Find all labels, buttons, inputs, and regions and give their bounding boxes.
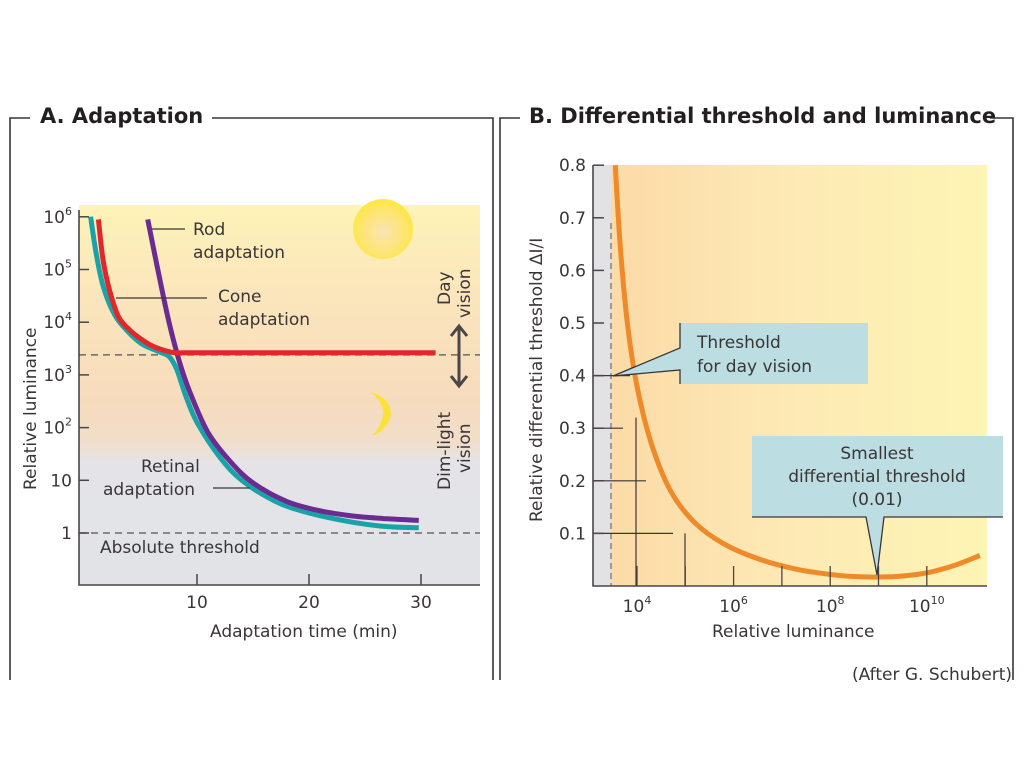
- cone-label-line-2: adaptation: [218, 310, 310, 330]
- panel-a-frame: [9, 117, 494, 680]
- y-tick-label: 0.8: [559, 156, 586, 176]
- callout-line-1: Smallest: [840, 444, 914, 464]
- label-retinal-adaptation: Retinal adaptation: [103, 457, 250, 500]
- y-tick-label: 1: [61, 524, 72, 544]
- day-vision-line-1: Day: [435, 271, 455, 305]
- callout-smallest-threshold: Smallest differential threshold (0.01): [752, 436, 1003, 576]
- y-axis: [78, 210, 480, 586]
- x-tick-label: 104: [623, 594, 652, 617]
- y-tick-label: 0.5: [559, 314, 586, 334]
- y-tick-label: 102: [43, 416, 72, 439]
- panel-a-title: A. Adaptation: [40, 104, 203, 128]
- retinal-adaptation-curve: [88, 216, 419, 531]
- y-tick-label: 0.4: [559, 367, 586, 387]
- x-tick-label: 20: [298, 593, 320, 613]
- y-tick-label: 106: [43, 205, 72, 228]
- panel-b-title: B. Differential threshold and luminance: [529, 104, 996, 128]
- callout-line-2: differential threshold: [788, 467, 966, 487]
- series-lines: [88, 216, 436, 531]
- retinal-label-line-1: Retinal: [141, 457, 200, 477]
- reference-lines: [79, 354, 480, 534]
- y-tick-label: 10: [50, 471, 72, 491]
- y-ticks: 1 10 102 103 104 105 106: [43, 205, 89, 544]
- callout-line-2: for day vision: [697, 357, 812, 377]
- x-tick-label: 106: [719, 594, 748, 617]
- y-tick-label: 0.3: [559, 419, 586, 439]
- dim-light-line-1: Dim-light: [435, 411, 455, 490]
- dim-light-line-2: vision: [455, 423, 475, 473]
- y-tick-label: 104: [43, 310, 72, 333]
- dim-light-vision-label: Dim-light vision: [435, 411, 475, 490]
- y-tick-label: 0.2: [559, 472, 586, 492]
- x-axis-label: Relative luminance: [712, 622, 875, 642]
- label-rod-adaptation: Rod adaptation: [152, 220, 285, 263]
- callout-line-3: (0.01): [851, 490, 902, 510]
- moon-icon: [370, 392, 391, 436]
- day-vision-label: Day vision: [435, 268, 475, 318]
- series-lines: [612, 165, 981, 580]
- cone-adaptation-curve: [95, 219, 436, 356]
- rod-adaptation-curve: [145, 218, 419, 523]
- credit: (After G. Schubert): [852, 665, 1012, 685]
- double-arrow-icon: [449, 323, 469, 389]
- axes: [592, 165, 987, 587]
- label-cone-adaptation: Cone adaptation: [116, 287, 310, 330]
- y-tick-label: 103: [43, 363, 72, 386]
- x-tick-label: 30: [410, 593, 432, 613]
- rod-label-line-1: Rod: [193, 220, 225, 240]
- panel-b-frame: [499, 117, 1014, 680]
- absolute-threshold-label: Absolute threshold: [100, 538, 260, 558]
- callout-threshold-day-vision: Threshold for day vision: [612, 323, 868, 384]
- y-tick-label: 0.1: [559, 524, 586, 544]
- differential-threshold-curve: [612, 165, 981, 580]
- y-tick-label: 0.6: [559, 261, 586, 281]
- rod-label-line-2: adaptation: [193, 243, 285, 263]
- retinal-label-line-2: adaptation: [103, 480, 195, 500]
- y-ticks: 0.1 0.2 0.3 0.4 0.5 0.6 0.7 0.8: [559, 156, 604, 544]
- x-tick-label: 10: [186, 593, 208, 613]
- x-tick-label: 108: [816, 594, 845, 617]
- panel-b: B. Differential threshold and luminance …: [499, 104, 1014, 685]
- y-tick-label: 105: [43, 258, 72, 281]
- y-axis-label: Relative luminance: [21, 327, 41, 490]
- callout-line-1: Threshold: [696, 333, 781, 353]
- day-vision-line-2: vision: [455, 268, 475, 318]
- x-ticks: 10 20 30: [186, 574, 432, 613]
- y-tick-label: 0.7: [559, 209, 586, 229]
- x-ticks: 104 106 108 1010: [623, 566, 945, 617]
- sun-icon: [353, 199, 413, 259]
- x-tick-label: 1010: [909, 594, 945, 617]
- cone-label-line-1: Cone: [218, 287, 262, 307]
- x-axis-label: Adaptation time (min): [210, 622, 398, 642]
- y-axis-label: Relative differential threshold ΔI/I: [527, 238, 547, 522]
